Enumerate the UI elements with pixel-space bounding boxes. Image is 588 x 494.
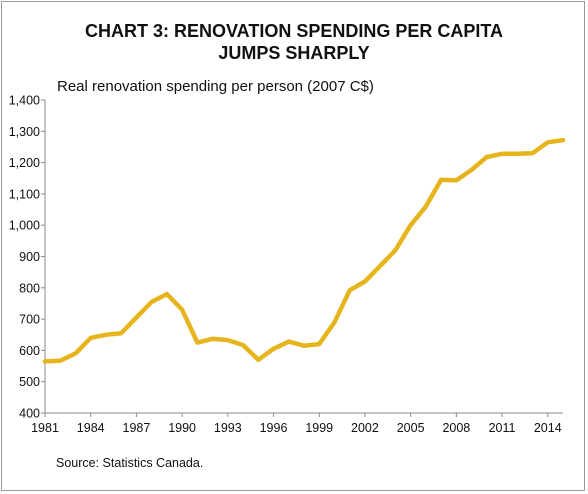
x-tick-label: 1987	[123, 421, 151, 435]
x-tick-label: 1990	[168, 421, 196, 435]
series-line-renovation-spending	[42, 137, 566, 364]
x-tick-label: 2005	[397, 421, 425, 435]
chart-title-line-1: CHART 3: RENOVATION SPENDING PER CAPITA	[84, 21, 504, 41]
y-tick-label: 600	[19, 344, 40, 358]
y-tick-label: 1,400	[9, 94, 40, 108]
series-group	[42, 137, 566, 364]
x-tick-label: 2014	[534, 421, 562, 435]
y-tick-label: 400	[19, 407, 40, 421]
y-tick-label: 800	[19, 281, 40, 295]
y-tick-label: 1,000	[9, 219, 40, 233]
chart-title: CHART 3: RENOVATION SPENDING PER CAPITA …	[0, 20, 588, 64]
x-tick-label: 1984	[77, 421, 105, 435]
x-tick-label: 2008	[442, 421, 470, 435]
chart-title-line-2: JUMPS SHARPLY	[218, 43, 370, 63]
y-tick-label: 700	[19, 313, 40, 327]
x-axis-ticks: 1981 1984 1987 1990 1993 1996 1999 2002 2005 2008…	[31, 413, 562, 435]
y-tick-label: 1,100	[9, 187, 40, 201]
x-tick-label: 1981	[31, 421, 59, 435]
chart-subtitle: Real renovation spending per person (200…	[57, 78, 374, 95]
x-tick-label: 1993	[214, 421, 242, 435]
y-tick-label: 500	[19, 375, 40, 389]
x-tick-label: 2011	[489, 421, 516, 435]
y-axis-ticks: 400 500 600 700 800 900 1,000 1,100 1,200 1,300 1,…	[9, 94, 45, 421]
axes	[44, 100, 563, 414]
chart-source: Source: Statistics Canada.	[56, 456, 204, 470]
x-tick-label: 1999	[305, 421, 333, 435]
x-tick-label: 2002	[351, 421, 379, 435]
y-tick-label: 1,200	[9, 156, 40, 170]
y-tick-label: 900	[19, 250, 40, 264]
y-tick-label: 1,300	[9, 125, 40, 139]
x-tick-label: 1996	[260, 421, 288, 435]
